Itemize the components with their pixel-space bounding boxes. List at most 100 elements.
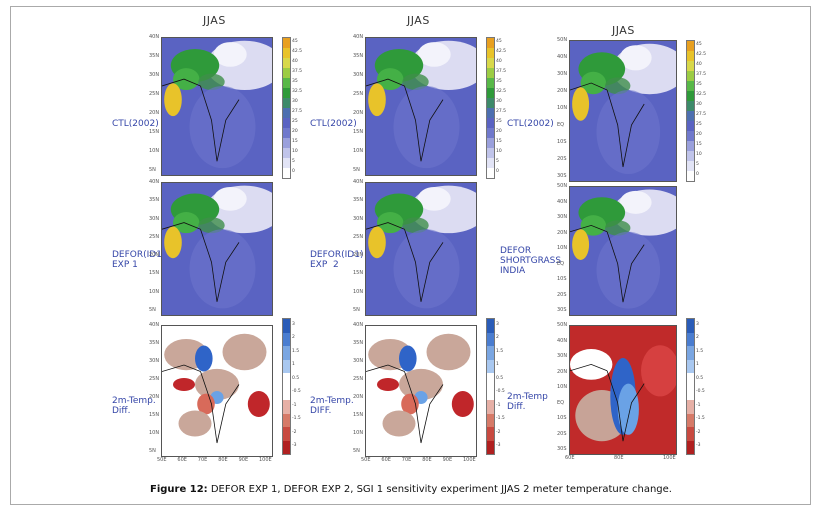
colorbar-label: 3 (696, 321, 699, 327)
map-panel-c3-defor (569, 186, 677, 316)
lat-tick-label: 35N (353, 340, 364, 346)
colorbar-label: 1 (292, 362, 295, 368)
colorbar-segment (283, 332, 290, 346)
lat-tick-label: 30N (557, 214, 568, 220)
lat-tick-label: 20N (149, 394, 160, 400)
row-label-c3-diff: 2m-Temp Diff. (507, 392, 548, 412)
lat-tick-label: 20N (353, 394, 364, 400)
lon-tick-label: 50E (157, 457, 167, 463)
lat-tick-label: 25N (353, 91, 364, 97)
row-label-c1-diff: 2m-Temp. Diff. (112, 396, 156, 416)
colorbar-segment (487, 38, 494, 48)
colorbar-segment (283, 38, 290, 48)
lat-tick-label: 40N (557, 54, 568, 60)
lat-tick-label: 10N (149, 430, 160, 436)
colorbar-segment (283, 413, 290, 427)
colorbar-label: 37.5 (696, 72, 707, 77)
colorbar-segment (283, 373, 290, 387)
colorbar-label: 2 (696, 335, 699, 341)
lon-tick-label: 100E (463, 457, 476, 463)
colorbar-temp (686, 40, 695, 182)
colorbar-label: 0.5 (496, 375, 504, 381)
colorbar-segment (687, 346, 694, 360)
colorbar-segment (687, 413, 694, 427)
colorbar-label: 1 (496, 362, 499, 368)
figure-caption: Figure 12: DEFOR EXP 1, DEFOR EXP 2, SGI… (0, 484, 822, 495)
colorbar-label: 15 (292, 139, 298, 144)
colorbar-segment (687, 171, 694, 181)
colorbar-segment (487, 108, 494, 118)
caption-label: Figure 12: (150, 484, 208, 495)
colorbar-segment (687, 81, 694, 91)
colorbar-label: -0.5 (496, 389, 505, 395)
colorbar-label: 27.5 (696, 112, 707, 117)
lat-tick-label: 20N (557, 229, 568, 236)
colorbar-segment (687, 359, 694, 373)
lon-tick-label: 60E (565, 455, 575, 461)
row-label-c2-defor: DEFOR(ID1) EXP 2 (310, 250, 364, 270)
colorbar-segment (687, 386, 694, 400)
colorbar-segment (687, 121, 694, 131)
colorbar-label: 37.5 (292, 69, 303, 74)
colorbar-segment (487, 413, 494, 427)
lat-tick-label: 5N (353, 167, 360, 173)
colorbar-label: 25 (292, 119, 298, 124)
colorbar-segment (283, 400, 290, 414)
lat-tick-label: EQ (557, 122, 565, 128)
lat-tick-label: 20S (557, 156, 567, 162)
colorbar-label: 42.5 (696, 52, 707, 57)
colorbar-label: 20 (292, 129, 298, 134)
colorbar-label: 20 (696, 132, 702, 137)
lon-tick-label: 90E (442, 457, 453, 463)
colorbar-segment (487, 158, 494, 168)
colorbar-label: 1.5 (696, 348, 704, 354)
colorbar-label: 0 (292, 169, 295, 174)
colorbar-label: 32.5 (696, 92, 707, 97)
colorbar-segment (687, 51, 694, 61)
colorbar-segment (487, 58, 494, 68)
colorbar-label: 10 (496, 149, 502, 154)
lat-tick-label: 50N (557, 322, 568, 328)
colorbar-segment (687, 161, 694, 171)
lon-tick-label: 60E (381, 457, 391, 463)
colorbar-label: -2 (292, 429, 297, 435)
lon-tick-label: 60E (177, 457, 187, 463)
lat-tick-label: 40N (149, 179, 160, 185)
colorbar-diff (486, 318, 495, 455)
map-panel-c1-ctl (161, 37, 273, 176)
colorbar-label: 30 (496, 99, 502, 104)
colorbar-label: -1 (696, 402, 701, 408)
lat-tick-label: 10S (557, 139, 567, 145)
colorbar-segment (283, 58, 290, 68)
colorbar-segment (487, 332, 494, 346)
colorbar-label: 2 (496, 335, 499, 341)
colorbar-segment (687, 91, 694, 101)
lat-tick-label: 40N (149, 34, 160, 40)
lat-tick-label: 25N (149, 233, 160, 240)
colorbar-segment (283, 386, 290, 400)
panel-title-col2: JJAS (407, 14, 430, 27)
colorbar-label: 3 (292, 321, 295, 327)
colorbar-segment (487, 68, 494, 78)
colorbar-label: 32.5 (496, 89, 507, 94)
colorbar-segment (487, 373, 494, 387)
lat-tick-label: 20N (353, 252, 364, 259)
colorbar-segment (487, 48, 494, 58)
colorbar-label: -0.5 (292, 389, 301, 395)
lat-tick-label: 20N (557, 88, 568, 94)
lat-tick-label: 15N (353, 270, 364, 277)
colorbar-segment (687, 71, 694, 81)
colorbar-segment (487, 128, 494, 138)
row-label-c3-ctl: CTL(2002) (507, 119, 554, 129)
lat-tick-label: 40N (557, 198, 568, 205)
row-label-c1-defor: DEFOR(ID1) EXP 1 (112, 250, 166, 270)
lat-tick-label: 40N (149, 322, 160, 328)
lat-tick-label: 35N (149, 340, 160, 346)
colorbar-segment (283, 138, 290, 148)
colorbar-segment (283, 68, 290, 78)
colorbar-segment (687, 111, 694, 121)
colorbar-segment (687, 440, 694, 454)
colorbar-label: 30 (696, 102, 702, 107)
colorbar-label: 45 (496, 39, 502, 44)
lat-tick-label: 10N (557, 105, 568, 111)
